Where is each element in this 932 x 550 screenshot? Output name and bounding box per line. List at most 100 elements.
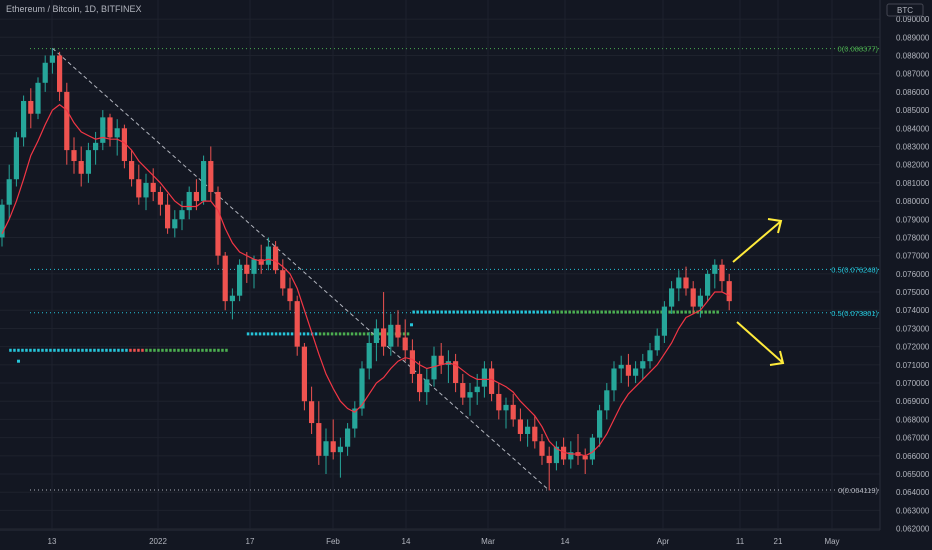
candle: [309, 386, 315, 434]
candle: [280, 259, 286, 296]
candle-body: [517, 419, 523, 434]
indicator-dot: [480, 310, 483, 314]
candle: [726, 273, 732, 311]
candle: [222, 252, 228, 311]
candle: [409, 339, 415, 384]
indicator-dot: [580, 310, 583, 314]
indicator-dot: [700, 310, 703, 314]
candle: [165, 193, 171, 234]
time-tick-label: 21: [774, 537, 783, 546]
candle-body: [129, 161, 135, 180]
time-axis-panel[interactable]: [0, 530, 932, 550]
candle-body: [186, 191, 192, 211]
price-tick-label: 0.089000: [896, 33, 930, 42]
indicator-dot: [456, 310, 459, 314]
indicator-dot: [125, 348, 128, 352]
candle-body: [215, 191, 221, 256]
indicator-dot: [592, 310, 595, 314]
candle-body: [208, 161, 214, 192]
indicator-dot: [270, 332, 274, 336]
indicator-dot: [612, 310, 615, 314]
candle-body: [539, 441, 545, 456]
indicator-dot: [21, 348, 24, 352]
price-tick-label: 0.073000: [896, 324, 930, 333]
price-tick-label: 0.082000: [896, 161, 930, 170]
indicator-dot: [608, 310, 611, 314]
candle: [237, 259, 243, 302]
price-tick-label: 0.079000: [896, 215, 930, 224]
candle: [640, 353, 646, 380]
candle-body: [510, 404, 516, 420]
candle: [85, 142, 91, 183]
indicator-dot: [221, 348, 224, 352]
indicator-dot: [205, 348, 208, 352]
time-tick-label: Mar: [481, 537, 495, 546]
price-axis-panel[interactable]: [880, 0, 932, 530]
candle-body: [222, 255, 228, 302]
candle-body: [409, 350, 415, 374]
indicator-dot: [45, 348, 48, 352]
candle: [6, 164, 12, 220]
candle-body: [316, 423, 322, 456]
time-tick-label: 17: [246, 537, 255, 546]
indicator-dot: [290, 332, 294, 336]
candle: [193, 179, 199, 211]
price-tick-label: 0.069000: [896, 397, 930, 406]
currency-badge[interactable]: [886, 3, 924, 17]
time-tick-label: May: [824, 537, 839, 546]
indicator-dot: [428, 310, 431, 314]
price-tick-label: 0.068000: [896, 415, 930, 424]
indicator-dot: [185, 348, 188, 352]
candle: [78, 146, 84, 187]
candle: [539, 433, 545, 465]
price-tick-label: 0.084000: [896, 124, 930, 133]
indicator-dot: [41, 348, 44, 352]
candle-body: [201, 161, 207, 202]
time-tick-label: 14: [561, 537, 570, 546]
fib-levels: 0(0.088377) 0.5(0.076248) 0.5(0.073861) 0(0…: [30, 45, 880, 495]
indicator-dot: [548, 310, 551, 314]
indicator-dot: [406, 332, 410, 336]
indicator-dot: [716, 310, 719, 314]
indicator-dot: [286, 332, 290, 336]
candle-body: [71, 150, 77, 162]
candle-body: [107, 117, 113, 138]
candle: [676, 270, 682, 302]
candle-body: [503, 404, 509, 411]
time-tick-label: Apr: [657, 537, 670, 546]
indicator-dot: [169, 348, 172, 352]
candle-body: [489, 368, 495, 394]
candle-body: [647, 350, 653, 362]
candle: [489, 361, 495, 402]
arrows: [732, 218, 785, 366]
candle: [35, 77, 41, 120]
candle-body: [669, 288, 675, 307]
candle: [121, 124, 127, 169]
indicator-dot: [109, 348, 112, 352]
candle-body: [618, 364, 624, 369]
candle: [251, 255, 257, 289]
candle-body: [237, 264, 243, 296]
indicator-dot: [149, 348, 152, 352]
indicator-dot: [298, 332, 302, 336]
candle: [316, 401, 322, 465]
indicator-dot: [189, 348, 192, 352]
indicator-dot: [346, 332, 350, 336]
indicator-dot: [540, 310, 543, 314]
candle-body: [42, 62, 48, 83]
price-tick-label: 0.077000: [896, 252, 930, 261]
indicator-dot: [165, 348, 168, 352]
indicator-dot: [424, 310, 427, 314]
price-tick-label: 0.076000: [896, 270, 930, 279]
candle-body: [561, 446, 567, 460]
candle-body: [93, 142, 99, 151]
indicator-dot: [712, 310, 715, 314]
indicator-dot: [496, 310, 499, 314]
indicator-dot: [65, 348, 68, 352]
indicator-dot: [262, 332, 266, 336]
indicator-dot: [153, 348, 156, 352]
indicator-dot: [362, 332, 366, 336]
candle-body: [35, 82, 41, 114]
price-tick-label: 0.070000: [896, 379, 930, 388]
